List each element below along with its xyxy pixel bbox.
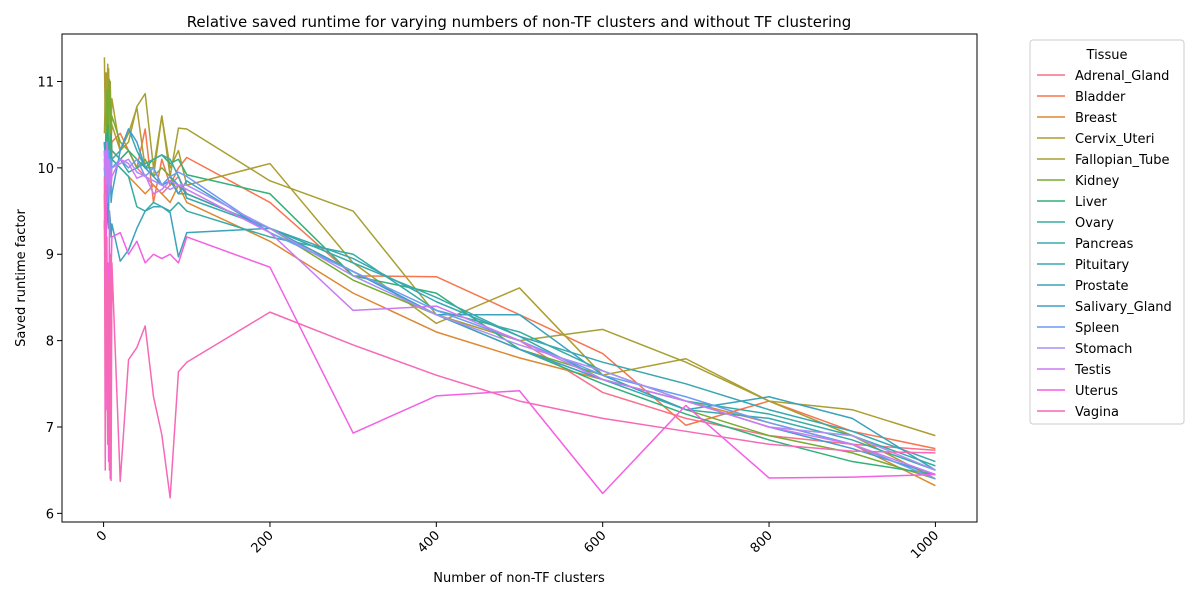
legend-label: Bladder [1075, 90, 1126, 105]
series-line-prostate [103, 201, 936, 471]
legend-label: Breast [1075, 111, 1117, 126]
legend-item: Fallopian_Tube [1037, 153, 1169, 168]
series-line-adrenal-gland [103, 141, 936, 452]
y-axis: 6 7 8 9 10 11 [37, 76, 62, 522]
legend-item: Bladder [1037, 90, 1126, 105]
legend-label: Prostate [1075, 279, 1129, 294]
series-line-liver [103, 123, 936, 476]
x-tick-label: 400 [415, 528, 443, 556]
legend-label: Cervix_Uteri [1075, 132, 1155, 147]
legend-frame [1029, 39, 1185, 425]
legend-label: Pancreas [1075, 237, 1134, 252]
series-line-pituitary [103, 128, 936, 463]
legend-item: Testis [1037, 363, 1111, 378]
legend-label: Stomach [1075, 342, 1132, 357]
legend-label: Kidney [1075, 174, 1120, 189]
y-tick-label: 11 [37, 76, 54, 91]
legend-item: Spleen [1037, 321, 1119, 336]
legend-item: Salivary_Gland [1037, 300, 1172, 315]
x-tick-label: 0 [94, 528, 110, 544]
chart-title: Relative saved runtime for varying numbe… [187, 13, 852, 31]
x-tick-label: 1000 [908, 528, 942, 562]
series-line-bladder [103, 123, 936, 450]
x-tick-label: 200 [249, 528, 277, 556]
series-line-cervix-uteri [103, 57, 936, 437]
legend-item: Uterus [1037, 384, 1118, 399]
y-tick-label: 9 [46, 248, 54, 263]
legend-item: Adrenal_Gland [1037, 69, 1169, 84]
legend-label: Vagina [1075, 405, 1119, 420]
legend-title: Tissue [1086, 48, 1128, 63]
legend-item: Breast [1037, 111, 1117, 126]
legend-items: Adrenal_Gland Bladder Breast Cervix_Uteri Fa… [1037, 69, 1172, 420]
legend-item: Cervix_Uteri [1037, 132, 1155, 147]
legend-label: Ovary [1075, 216, 1114, 231]
y-tick-label: 10 [37, 162, 54, 177]
series-line-ovary [103, 141, 936, 467]
y-tick-label: 7 [46, 421, 54, 436]
legend-item: Pituitary [1037, 258, 1130, 273]
legend-item: Liver [1037, 195, 1108, 210]
legend-label: Liver [1075, 195, 1108, 210]
legend-item: Prostate [1037, 279, 1129, 294]
y-tick-label: 8 [46, 335, 54, 350]
legend-label: Pituitary [1075, 258, 1130, 273]
legend-item: Vagina [1037, 405, 1119, 420]
y-tick-label: 6 [46, 507, 54, 522]
legend-item: Kidney [1037, 174, 1120, 189]
legend-item: Ovary [1037, 216, 1114, 231]
x-tick-label: 600 [581, 528, 609, 556]
legend-label: Testis [1074, 363, 1111, 378]
legend-label: Uterus [1075, 384, 1118, 399]
y-axis-label: Saved runtime factor [14, 208, 29, 346]
series-line-breast [103, 115, 936, 487]
series-line-vagina [103, 176, 936, 499]
legend-label: Spleen [1075, 321, 1119, 336]
legend-item: Stomach [1037, 342, 1132, 357]
axes-frame [61, 33, 978, 523]
x-axis-label: Number of non-TF clusters [433, 571, 605, 586]
legend: Tissue Adrenal_Gland Bladder Breast Cervix_… [1029, 39, 1185, 425]
legend-label: Adrenal_Gland [1075, 69, 1169, 84]
series-line-stomach [103, 150, 936, 471]
legend-label: Salivary_Gland [1075, 300, 1172, 315]
series-line-testis [103, 141, 936, 476]
legend-item: Pancreas [1037, 237, 1134, 252]
plot-area [103, 57, 936, 499]
x-tick-label: 800 [748, 528, 776, 556]
legend-label: Fallopian_Tube [1075, 153, 1169, 168]
x-axis: 0 200 400 600 800 1000 [94, 522, 942, 562]
series-line-fallopian-tube [103, 67, 936, 480]
series-line-pancreas [103, 149, 936, 471]
